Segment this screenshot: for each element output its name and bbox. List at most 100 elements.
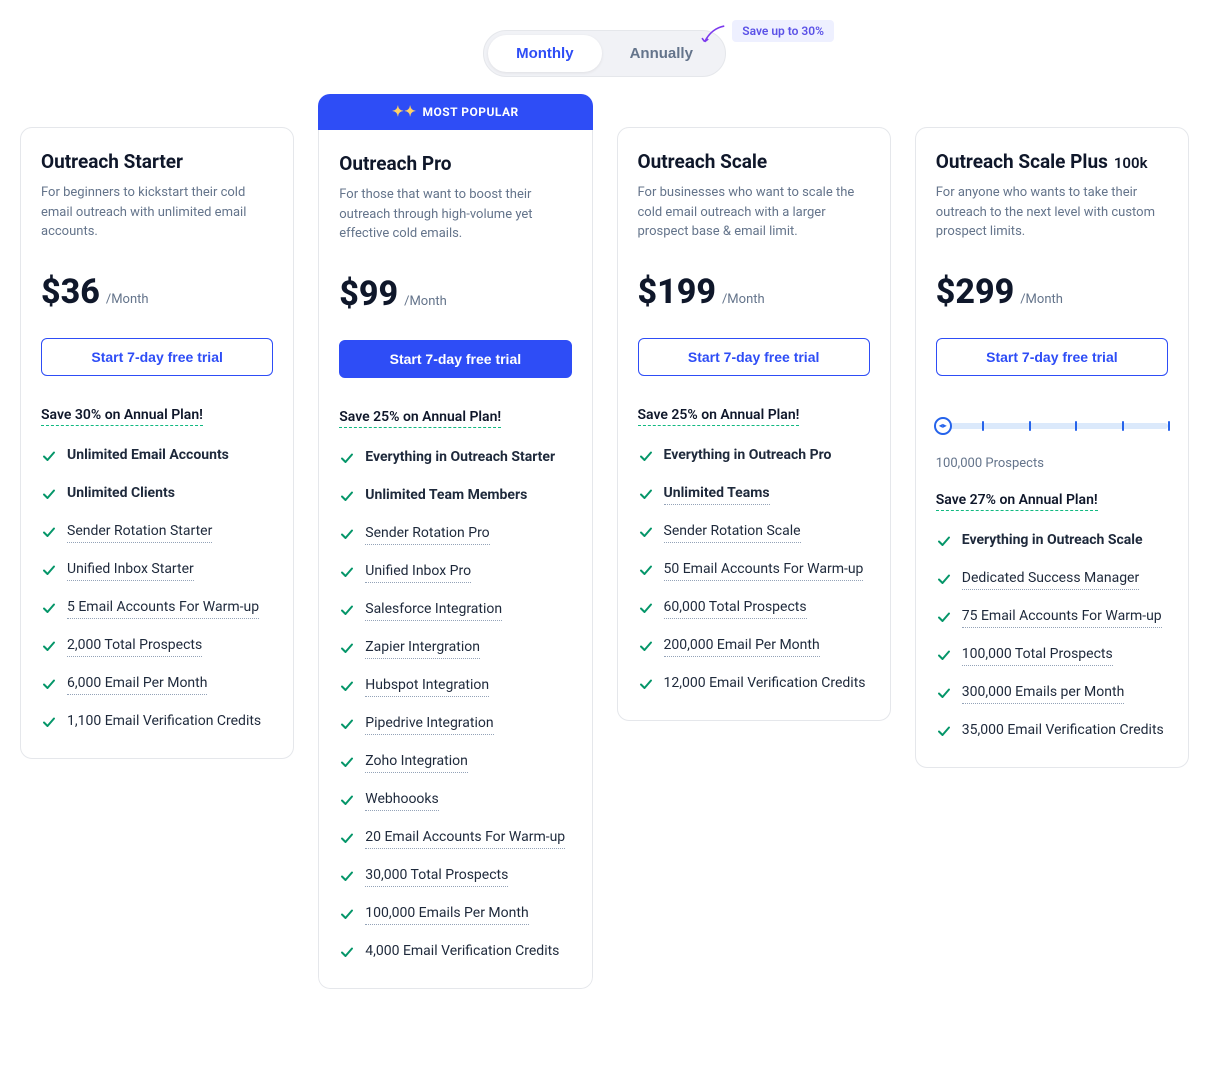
slider-handle[interactable]: ◂▸ xyxy=(934,417,952,435)
annual-save-link[interactable]: Save 27% on Annual Plan! xyxy=(936,492,1098,511)
feature-text: Hubspot Integration xyxy=(365,676,489,698)
feature-item: Everything in Outreach Starter xyxy=(339,448,571,470)
trial-button-starter[interactable]: Start 7-day free trial xyxy=(41,338,273,376)
price-period: /Month xyxy=(722,292,765,307)
trial-button-scale-plus[interactable]: Start 7-day free trial xyxy=(936,338,1168,376)
feature-text: 200,000 Email Per Month xyxy=(664,636,820,658)
feature-item: 12,000 Email Verification Credits xyxy=(638,674,870,696)
price-row: $99 /Month xyxy=(339,274,571,314)
feature-list-scale-plus: Everything in Outreach Scale Dedicated Su… xyxy=(936,531,1168,743)
feature-item: 60,000 Total Prospects xyxy=(638,598,870,620)
slider-tick xyxy=(1168,421,1170,431)
check-icon xyxy=(339,830,355,850)
feature-text: 4,000 Email Verification Credits xyxy=(365,942,559,962)
annual-save-link[interactable]: Save 25% on Annual Plan! xyxy=(638,407,800,426)
check-icon xyxy=(339,678,355,698)
feature-item: Unlimited Team Members xyxy=(339,486,571,508)
save-badge: Save up to 30% xyxy=(700,20,834,42)
sparkle-icon: ✦✦ xyxy=(392,104,416,120)
feature-text: 12,000 Email Verification Credits xyxy=(664,674,866,694)
slider-tick xyxy=(1075,421,1077,431)
feature-item: 30,000 Total Prospects xyxy=(339,866,571,888)
check-icon xyxy=(41,486,57,506)
annual-save-link[interactable]: Save 25% on Annual Plan! xyxy=(339,409,501,428)
check-icon xyxy=(339,754,355,774)
billing-toggle-wrap: Save up to 30% Monthly Annually xyxy=(20,20,1189,77)
feature-text: Unlimited Team Members xyxy=(365,486,527,506)
toggle-monthly[interactable]: Monthly xyxy=(488,35,602,72)
feature-text: Zapier Intergration xyxy=(365,638,480,660)
price: $299 xyxy=(936,272,1014,312)
feature-text: 1,100 Email Verification Credits xyxy=(67,712,261,732)
feature-item: 100,000 Total Prospects xyxy=(936,645,1168,667)
check-icon xyxy=(936,609,952,629)
feature-text: Pipedrive Integration xyxy=(365,714,493,736)
check-icon xyxy=(41,448,57,468)
feature-item: Zoho Integration xyxy=(339,752,571,774)
most-popular-banner: ✦✦ MOST POPULAR xyxy=(318,94,592,130)
check-icon xyxy=(41,676,57,696)
slider-tick xyxy=(982,421,984,431)
feature-text: 2,000 Total Prospects xyxy=(67,636,202,658)
feature-item: 200,000 Email Per Month xyxy=(638,636,870,658)
feature-item: Sender Rotation Scale xyxy=(638,522,870,544)
feature-list-scale: Everything in Outreach Pro Unlimited Team… xyxy=(638,446,870,696)
annual-save-link[interactable]: Save 30% on Annual Plan! xyxy=(41,407,203,426)
plan-card-scale-plus: Outreach Scale Plus 100k For anyone who … xyxy=(915,127,1189,768)
feature-text: Everything in Outreach Pro xyxy=(664,446,832,466)
feature-text: Unlimited Teams xyxy=(664,484,770,506)
feature-text: Sender Rotation Pro xyxy=(365,524,489,546)
price-row: $199 /Month xyxy=(638,272,870,312)
feature-item: Unlimited Teams xyxy=(638,484,870,506)
feature-item: 20 Email Accounts For Warm-up xyxy=(339,828,571,850)
feature-item: Unlimited Clients xyxy=(41,484,273,506)
plan-desc: For beginners to kickstart their cold em… xyxy=(41,183,273,242)
slider-tick xyxy=(1029,421,1031,431)
feature-text: 300,000 Emails per Month xyxy=(962,683,1125,705)
check-icon xyxy=(339,526,355,546)
plan-card-scale: Outreach Scale For businesses who want t… xyxy=(617,127,891,721)
save-badge-text: Save up to 30% xyxy=(732,20,834,42)
feature-item: 2,000 Total Prospects xyxy=(41,636,273,658)
prospect-slider[interactable]: ◂▸ xyxy=(936,414,1168,438)
feature-text: 100,000 Emails Per Month xyxy=(365,904,528,926)
check-icon xyxy=(638,486,654,506)
plan-card-starter: Outreach Starter For beginners to kickst… xyxy=(20,127,294,759)
feature-text: 5 Email Accounts For Warm-up xyxy=(67,598,259,620)
feature-item: Dedicated Success Manager xyxy=(936,569,1168,591)
check-icon xyxy=(41,600,57,620)
trial-button-pro[interactable]: Start 7-day free trial xyxy=(339,340,571,378)
feature-item: Unified Inbox Pro xyxy=(339,562,571,584)
check-icon xyxy=(339,488,355,508)
plan-desc: For businesses who want to scale the col… xyxy=(638,183,870,242)
feature-text: Salesforce Integration xyxy=(365,600,502,622)
feature-text: Unlimited Email Accounts xyxy=(67,446,229,466)
feature-item: Webhoooks xyxy=(339,790,571,812)
check-icon xyxy=(936,571,952,591)
check-icon xyxy=(339,792,355,812)
feature-text: 60,000 Total Prospects xyxy=(664,598,807,620)
feature-text: 30,000 Total Prospects xyxy=(365,866,508,888)
trial-button-scale[interactable]: Start 7-day free trial xyxy=(638,338,870,376)
pricing-grid: Outreach Starter For beginners to kickst… xyxy=(20,127,1189,989)
feature-item: Everything in Outreach Scale xyxy=(936,531,1168,553)
feature-item: 50 Email Accounts For Warm-up xyxy=(638,560,870,582)
feature-item: Sender Rotation Starter xyxy=(41,522,273,544)
feature-text: 50 Email Accounts For Warm-up xyxy=(664,560,864,582)
check-icon xyxy=(638,600,654,620)
price: $99 xyxy=(339,274,398,314)
feature-item: 1,100 Email Verification Credits xyxy=(41,712,273,734)
check-icon xyxy=(638,638,654,658)
check-icon xyxy=(41,524,57,544)
feature-item: Sender Rotation Pro xyxy=(339,524,571,546)
billing-toggle: Monthly Annually xyxy=(483,30,726,77)
feature-item: 300,000 Emails per Month xyxy=(936,683,1168,705)
feature-text: Webhoooks xyxy=(365,790,438,812)
plan-card-pro: ✦✦ MOST POPULAR Outreach Pro For those t… xyxy=(318,94,592,989)
plan-title-suffix: 100k xyxy=(1114,154,1148,172)
check-icon xyxy=(41,638,57,658)
feature-text: Unified Inbox Starter xyxy=(67,560,194,582)
feature-item: Zapier Intergration xyxy=(339,638,571,660)
price: $199 xyxy=(638,272,716,312)
check-icon xyxy=(339,564,355,584)
